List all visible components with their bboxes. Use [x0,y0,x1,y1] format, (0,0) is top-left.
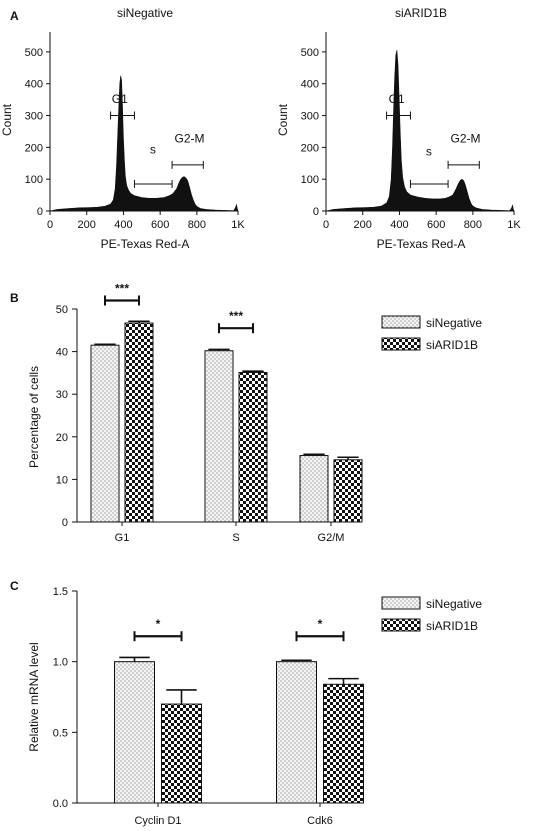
y-tick-label: 400 [25,79,43,91]
y-tick-label: 30 [56,389,68,401]
y-tick-label: 300 [301,111,319,123]
histogram-title: siNegative [117,6,173,20]
bar-siarid1b [333,459,363,523]
y-tick-label: 50 [56,304,68,316]
panel-letter-a: A [10,9,19,23]
y-tick-label: 0.5 [53,727,68,739]
legend-swatch-siarid1b [381,618,421,632]
bar-sinegative [90,344,120,523]
y-tick-label: 500 [25,47,43,59]
y-tick-label: 400 [301,79,319,91]
x-tick-label: 200 [354,219,372,231]
y-axis-label: Relative mRNA level [27,642,41,751]
mrna-bar-chart: Relative mRNA level 0.0 0.5 1.0 1.5 Cyclin D… [27,586,482,827]
gate-label-s: s [426,144,432,158]
x-tick-label: 400 [390,219,408,231]
category-label: Cdk6 [307,815,333,827]
x-tick-label: 800 [188,219,206,231]
gate-label-g2-m: G2-M [175,132,205,146]
y-tick-label: 1.0 [53,657,68,669]
cell-cycle-bar-chart: Percentage of cells 0 10 20 30 40 50 G1 S G2/M **… [27,281,482,544]
y-tick-label: 40 [56,347,68,359]
y-tick-label: 200 [301,142,319,154]
bar-siarid1b [238,371,268,523]
y-tick-label: 200 [25,142,43,154]
legend-label-siarid1b: siARID1B [426,338,478,352]
y-tick-label: 0 [37,206,43,218]
bar-siarid1b [161,703,202,804]
x-tick-label: 0 [323,219,329,231]
x-tick-label: 1K [507,219,521,231]
category-label: Cyclin D1 [134,815,181,827]
bar-sinegative [114,661,155,804]
bar-siarid1b [124,322,154,523]
histogram-sinegative: siNegative PE-Texas Red-A Count 0 100 200 3… [0,6,245,251]
x-tick-label: 600 [151,219,169,231]
x-tick-label: 600 [427,219,445,231]
legend-label-sinegative: siNegative [426,316,482,330]
category-label: S [232,532,239,544]
y-tick-label: 100 [301,174,319,186]
legend-swatch-sinegative [381,315,421,329]
bar-sinegative [204,350,234,523]
x-tick-label: 400 [114,219,132,231]
panel-letter-b: B [10,291,19,305]
x-tick-label: 800 [464,219,482,231]
y-tick-label: 300 [25,111,43,123]
y-tick-label: 500 [301,47,319,59]
gate-label-g1: G1 [112,92,128,106]
gate-label-g1: G1 [389,92,405,106]
x-axis-label: PE-Texas Red-A [377,237,466,251]
x-axis-label: PE-Texas Red-A [101,237,190,251]
x-tick-label: 1K [231,219,245,231]
bar-sinegative [299,455,329,523]
significance-label: * [156,617,161,631]
y-axis-label: Count [276,103,290,136]
y-tick-label: 0.0 [53,798,68,810]
y-axis-label: Percentage of cells [27,366,41,468]
legend-swatch-siarid1b [381,337,421,351]
y-tick-label: 0 [62,517,68,529]
significance-label: *** [229,309,243,323]
x-tick-label: 200 [78,219,96,231]
gate-label-s: s [150,143,156,157]
histogram-area [325,50,515,212]
panel-letter-c: C [10,579,19,593]
gate-label-g2-m: G2-M [451,132,481,146]
histogram-area [49,75,239,212]
legend-label-siarid1b: siARID1B [426,619,478,633]
legend-swatch-sinegative [381,596,421,610]
x-tick-label: 0 [47,219,53,231]
y-tick-label: 1.5 [53,586,68,598]
y-tick-label: 10 [56,474,68,486]
histogram-siarid1b: siARID1B PE-Texas Red-A Count 0 100 200 300… [276,6,521,251]
bar-siarid1b [323,683,364,804]
y-axis-label: Count [0,103,14,136]
y-tick-label: 0 [313,206,319,218]
y-tick-label: 20 [56,432,68,444]
category-label: G2/M [318,532,345,544]
legend-label-sinegative: siNegative [426,597,482,611]
bar-sinegative [276,661,317,804]
histogram-title: siARID1B [395,6,447,20]
significance-label: * [318,617,323,631]
significance-label: *** [115,281,129,295]
category-label: G1 [115,532,130,544]
y-tick-label: 100 [25,174,43,186]
